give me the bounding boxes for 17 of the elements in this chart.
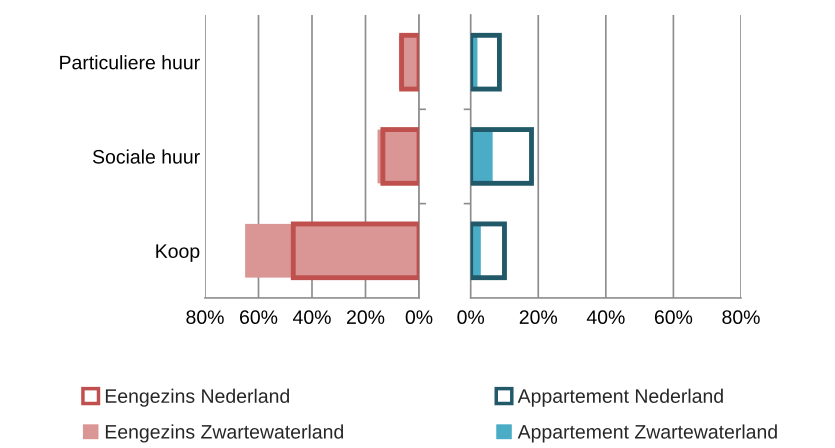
x-tick-label: 40% — [292, 310, 331, 324]
x-tick-label: 40% — [586, 310, 625, 324]
x-tick-label: 0% — [406, 310, 432, 324]
x-tick-label: 80% — [722, 310, 760, 324]
legend-label: Appartement Nederland — [518, 388, 723, 407]
x-tick-label: 0% — [457, 310, 484, 324]
legend-label: Eengezins Nederland — [106, 388, 289, 407]
x-tick-label: 80% — [186, 310, 224, 324]
x-tick-label: 60% — [654, 310, 692, 324]
y-tick-label: Sociale huur — [92, 149, 200, 164]
x-tick-label: 60% — [240, 310, 278, 324]
x-tick-label: 20% — [520, 310, 558, 324]
legend-label: Eengezins Zwartewaterland — [106, 424, 344, 443]
x-tick-label: 20% — [347, 310, 384, 324]
y-tick-label: Particuliere huur — [60, 55, 200, 70]
y-tick-label: Koop — [156, 244, 200, 262]
legend-label: Appartement Zwartewaterland — [518, 424, 777, 443]
